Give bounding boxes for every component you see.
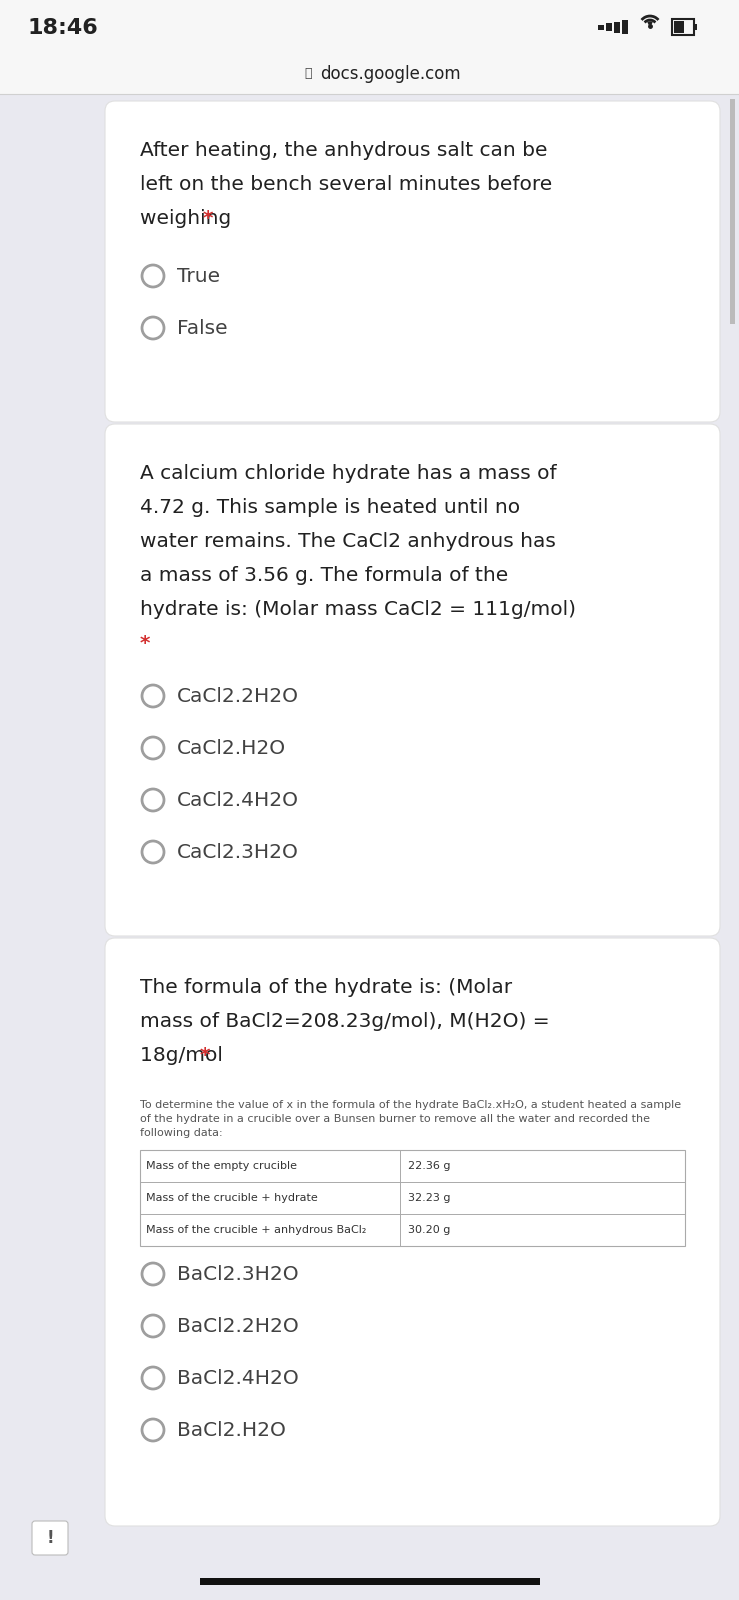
Bar	[614, 21, 620, 32]
Text: To determine the value of x in the formula of the hydrate BaCl₂.xH₂O, a student : To determine the value of x in the formu…	[140, 1101, 681, 1110]
Text: following data:: following data:	[140, 1128, 222, 1138]
Bar	[622, 21, 628, 34]
Text: a mass of 3.56 g. The formula of the: a mass of 3.56 g. The formula of the	[140, 566, 508, 586]
Text: 18g/mol: 18g/mol	[140, 1046, 229, 1066]
Text: !: !	[46, 1530, 54, 1547]
Text: hydrate is: (Molar mass CaCl2 = 111g/mol): hydrate is: (Molar mass CaCl2 = 111g/mol…	[140, 600, 576, 619]
Text: False: False	[177, 318, 228, 338]
Text: True: True	[177, 267, 220, 285]
Bar	[598, 24, 604, 29]
Text: 🔒: 🔒	[304, 67, 312, 80]
FancyBboxPatch shape	[105, 938, 720, 1526]
Text: water remains. The CaCl2 anhydrous has: water remains. The CaCl2 anhydrous has	[140, 531, 556, 550]
Bar	[606, 22, 612, 30]
Text: CaCl2.4H2O: CaCl2.4H2O	[177, 790, 299, 810]
Text: *: *	[202, 210, 213, 227]
Text: 22.36 g: 22.36 g	[408, 1162, 451, 1171]
Text: docs.google.com: docs.google.com	[321, 66, 461, 83]
Text: BaCl2.2H2O: BaCl2.2H2O	[177, 1317, 299, 1336]
Text: BaCl2.H2O: BaCl2.H2O	[177, 1421, 286, 1440]
Text: 4.72 g. This sample is heated until no: 4.72 g. This sample is heated until no	[140, 498, 520, 517]
Text: mass of BaCl2=208.23g/mol), M(H2O) =: mass of BaCl2=208.23g/mol), M(H2O) =	[140, 1013, 550, 1030]
Text: CaCl2.3H2O: CaCl2.3H2O	[177, 843, 299, 861]
Bar	[674, 21, 684, 34]
Text: 32.23 g: 32.23 g	[408, 1194, 451, 1203]
Text: CaCl2.H2O: CaCl2.H2O	[177, 739, 286, 757]
Text: CaCl2.2H2O: CaCl2.2H2O	[177, 686, 299, 706]
Text: of the hydrate in a crucible over a Bunsen burner to remove all the water and re: of the hydrate in a crucible over a Buns…	[140, 1114, 650, 1123]
Text: weighing: weighing	[140, 210, 238, 227]
FancyBboxPatch shape	[105, 424, 720, 936]
Bar	[0, 51, 739, 94]
Text: After heating, the anhydrous salt can be: After heating, the anhydrous salt can be	[140, 141, 548, 160]
Text: A calcium chloride hydrate has a mass of: A calcium chloride hydrate has a mass of	[140, 464, 556, 483]
Text: *: *	[200, 1046, 210, 1066]
FancyBboxPatch shape	[32, 1522, 68, 1555]
Bar	[140, 1150, 685, 1246]
FancyBboxPatch shape	[105, 101, 720, 422]
Text: BaCl2.4H2O: BaCl2.4H2O	[177, 1368, 299, 1387]
Text: 30.20 g: 30.20 g	[408, 1226, 450, 1235]
Bar	[200, 1578, 540, 1586]
Text: 18:46: 18:46	[28, 18, 99, 38]
Text: The formula of the hydrate is: (Molar: The formula of the hydrate is: (Molar	[140, 978, 512, 997]
Text: Mass of the empty crucible: Mass of the empty crucible	[146, 1162, 297, 1171]
Bar	[730, 99, 735, 323]
Text: BaCl2.3H2O: BaCl2.3H2O	[177, 1264, 299, 1283]
Text: *: *	[140, 634, 150, 653]
Bar	[672, 19, 694, 35]
Text: Mass of the crucible + hydrate: Mass of the crucible + hydrate	[146, 1194, 318, 1203]
Text: Mass of the crucible + anhydrous BaCl₂: Mass of the crucible + anhydrous BaCl₂	[146, 1226, 367, 1235]
Bar	[694, 24, 697, 30]
Text: left on the bench several minutes before: left on the bench several minutes before	[140, 174, 552, 194]
Bar	[0, 0, 739, 51]
